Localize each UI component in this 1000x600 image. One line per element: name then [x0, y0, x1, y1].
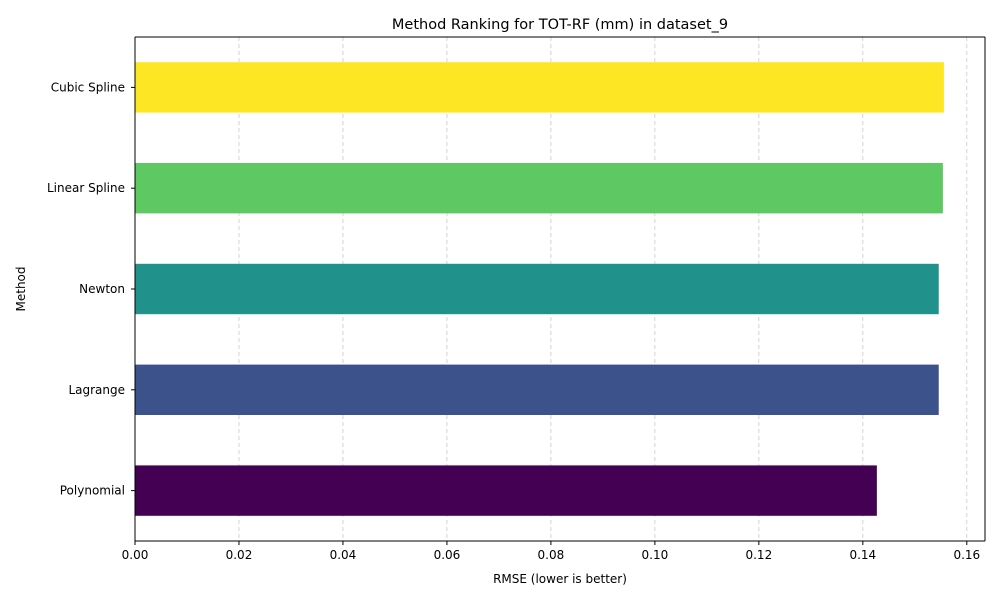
bar-linear-spline	[135, 163, 943, 214]
y-tick-label: Polynomial	[60, 484, 125, 498]
x-tick-label: 0.08	[538, 548, 565, 562]
x-tick-label: 0.00	[122, 548, 149, 562]
chart-title: Method Ranking for TOT-RF (mm) in datase…	[392, 17, 728, 33]
x-tick-label: 0.06	[434, 548, 461, 562]
bar-newton	[135, 263, 939, 315]
x-tick-label: 0.04	[330, 548, 357, 562]
y-tick-label: Cubic Spline	[51, 80, 125, 94]
y-ticks: Polynomial Lagrange Newton Linear Spline Cub…	[47, 80, 135, 498]
x-tick-label: 0.10	[642, 548, 669, 562]
bars	[135, 62, 944, 516]
y-tick-label: Lagrange	[68, 383, 125, 397]
axes	[134, 36, 986, 542]
bar-cubic-spline	[135, 62, 944, 113]
y-tick-label: Linear Spline	[47, 181, 125, 195]
y-tick-label: Newton	[79, 282, 125, 296]
x-tick-label: 0.02	[226, 548, 253, 562]
x-tick-label: 0.12	[745, 548, 772, 562]
x-tick-label: 0.16	[953, 548, 980, 562]
x-tick-label: 0.14	[849, 548, 876, 562]
bar-lagrange	[135, 364, 939, 415]
bar-polynomial	[135, 465, 877, 516]
y-axis-label: Method	[14, 266, 28, 311]
x-ticks: 0.00 0.02 0.04 0.06 0.08 0.10 0.12 0.14 0.16	[122, 541, 980, 562]
x-axis-label: RMSE (lower is better)	[493, 572, 627, 586]
